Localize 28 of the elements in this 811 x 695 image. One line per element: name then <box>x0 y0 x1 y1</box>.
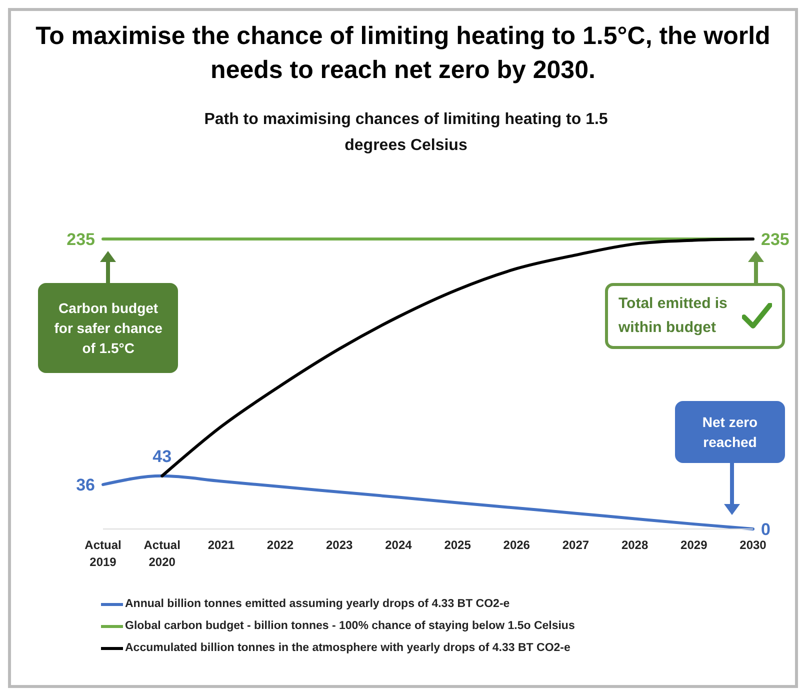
x-tick-label: 2029 <box>680 538 708 552</box>
chart-subtitle: Path to maximising chances of limiting heating to 1.5 degrees Celsius <box>203 110 609 156</box>
callout-box: Total emitted is within budget <box>605 283 785 349</box>
annotation: Total emitted is within budget <box>618 294 728 338</box>
annotation: Carbon budget for safer chance of 1.5°C <box>53 299 164 358</box>
callout-box: Carbon budget for safer chance of 1.5°C <box>38 283 178 373</box>
data-label: 0 <box>761 520 770 539</box>
data-label: 43 <box>152 446 172 466</box>
data-label: 36 <box>76 476 95 495</box>
x-tick-label: 2021 <box>208 538 235 552</box>
x-tick-label: 2028 <box>621 538 648 552</box>
x-tick-label: 2027 <box>562 538 590 552</box>
legend-label: Global carbon budget - billion tonnes - 100% chance of staying below 1.5o Celsius <box>125 619 575 634</box>
x-tick-label: Actual 2019 <box>84 538 122 569</box>
legend-label: Accumulated billion tonnes in the atmosphere with yearly drops of 4.33 BT CO2-e <box>125 641 570 656</box>
data-label: 235 <box>66 230 95 249</box>
x-tick-label: 2025 <box>444 538 472 552</box>
legend-label: Annual billion tonnes emitted assuming yearly drops of 4.33 BT CO2-e <box>125 597 510 612</box>
x-tick-label: 2024 <box>385 538 412 552</box>
x-tick-label: 2023 <box>326 538 354 552</box>
x-tick-label: 2022 <box>266 538 294 552</box>
x-tick-label: Actual 2020 <box>144 538 180 569</box>
x-tick-label: 2026 <box>503 538 530 552</box>
callout-box: Net zero reached <box>675 401 785 463</box>
data-label: 235 <box>761 230 790 249</box>
x-tick-label: 2030 <box>740 538 767 552</box>
annotation: Net zero reached <box>701 413 759 452</box>
chart-title: To maximise the chance of limiting heating to 1.5°C, the world needs to reach net zero by 2030. <box>34 21 772 86</box>
